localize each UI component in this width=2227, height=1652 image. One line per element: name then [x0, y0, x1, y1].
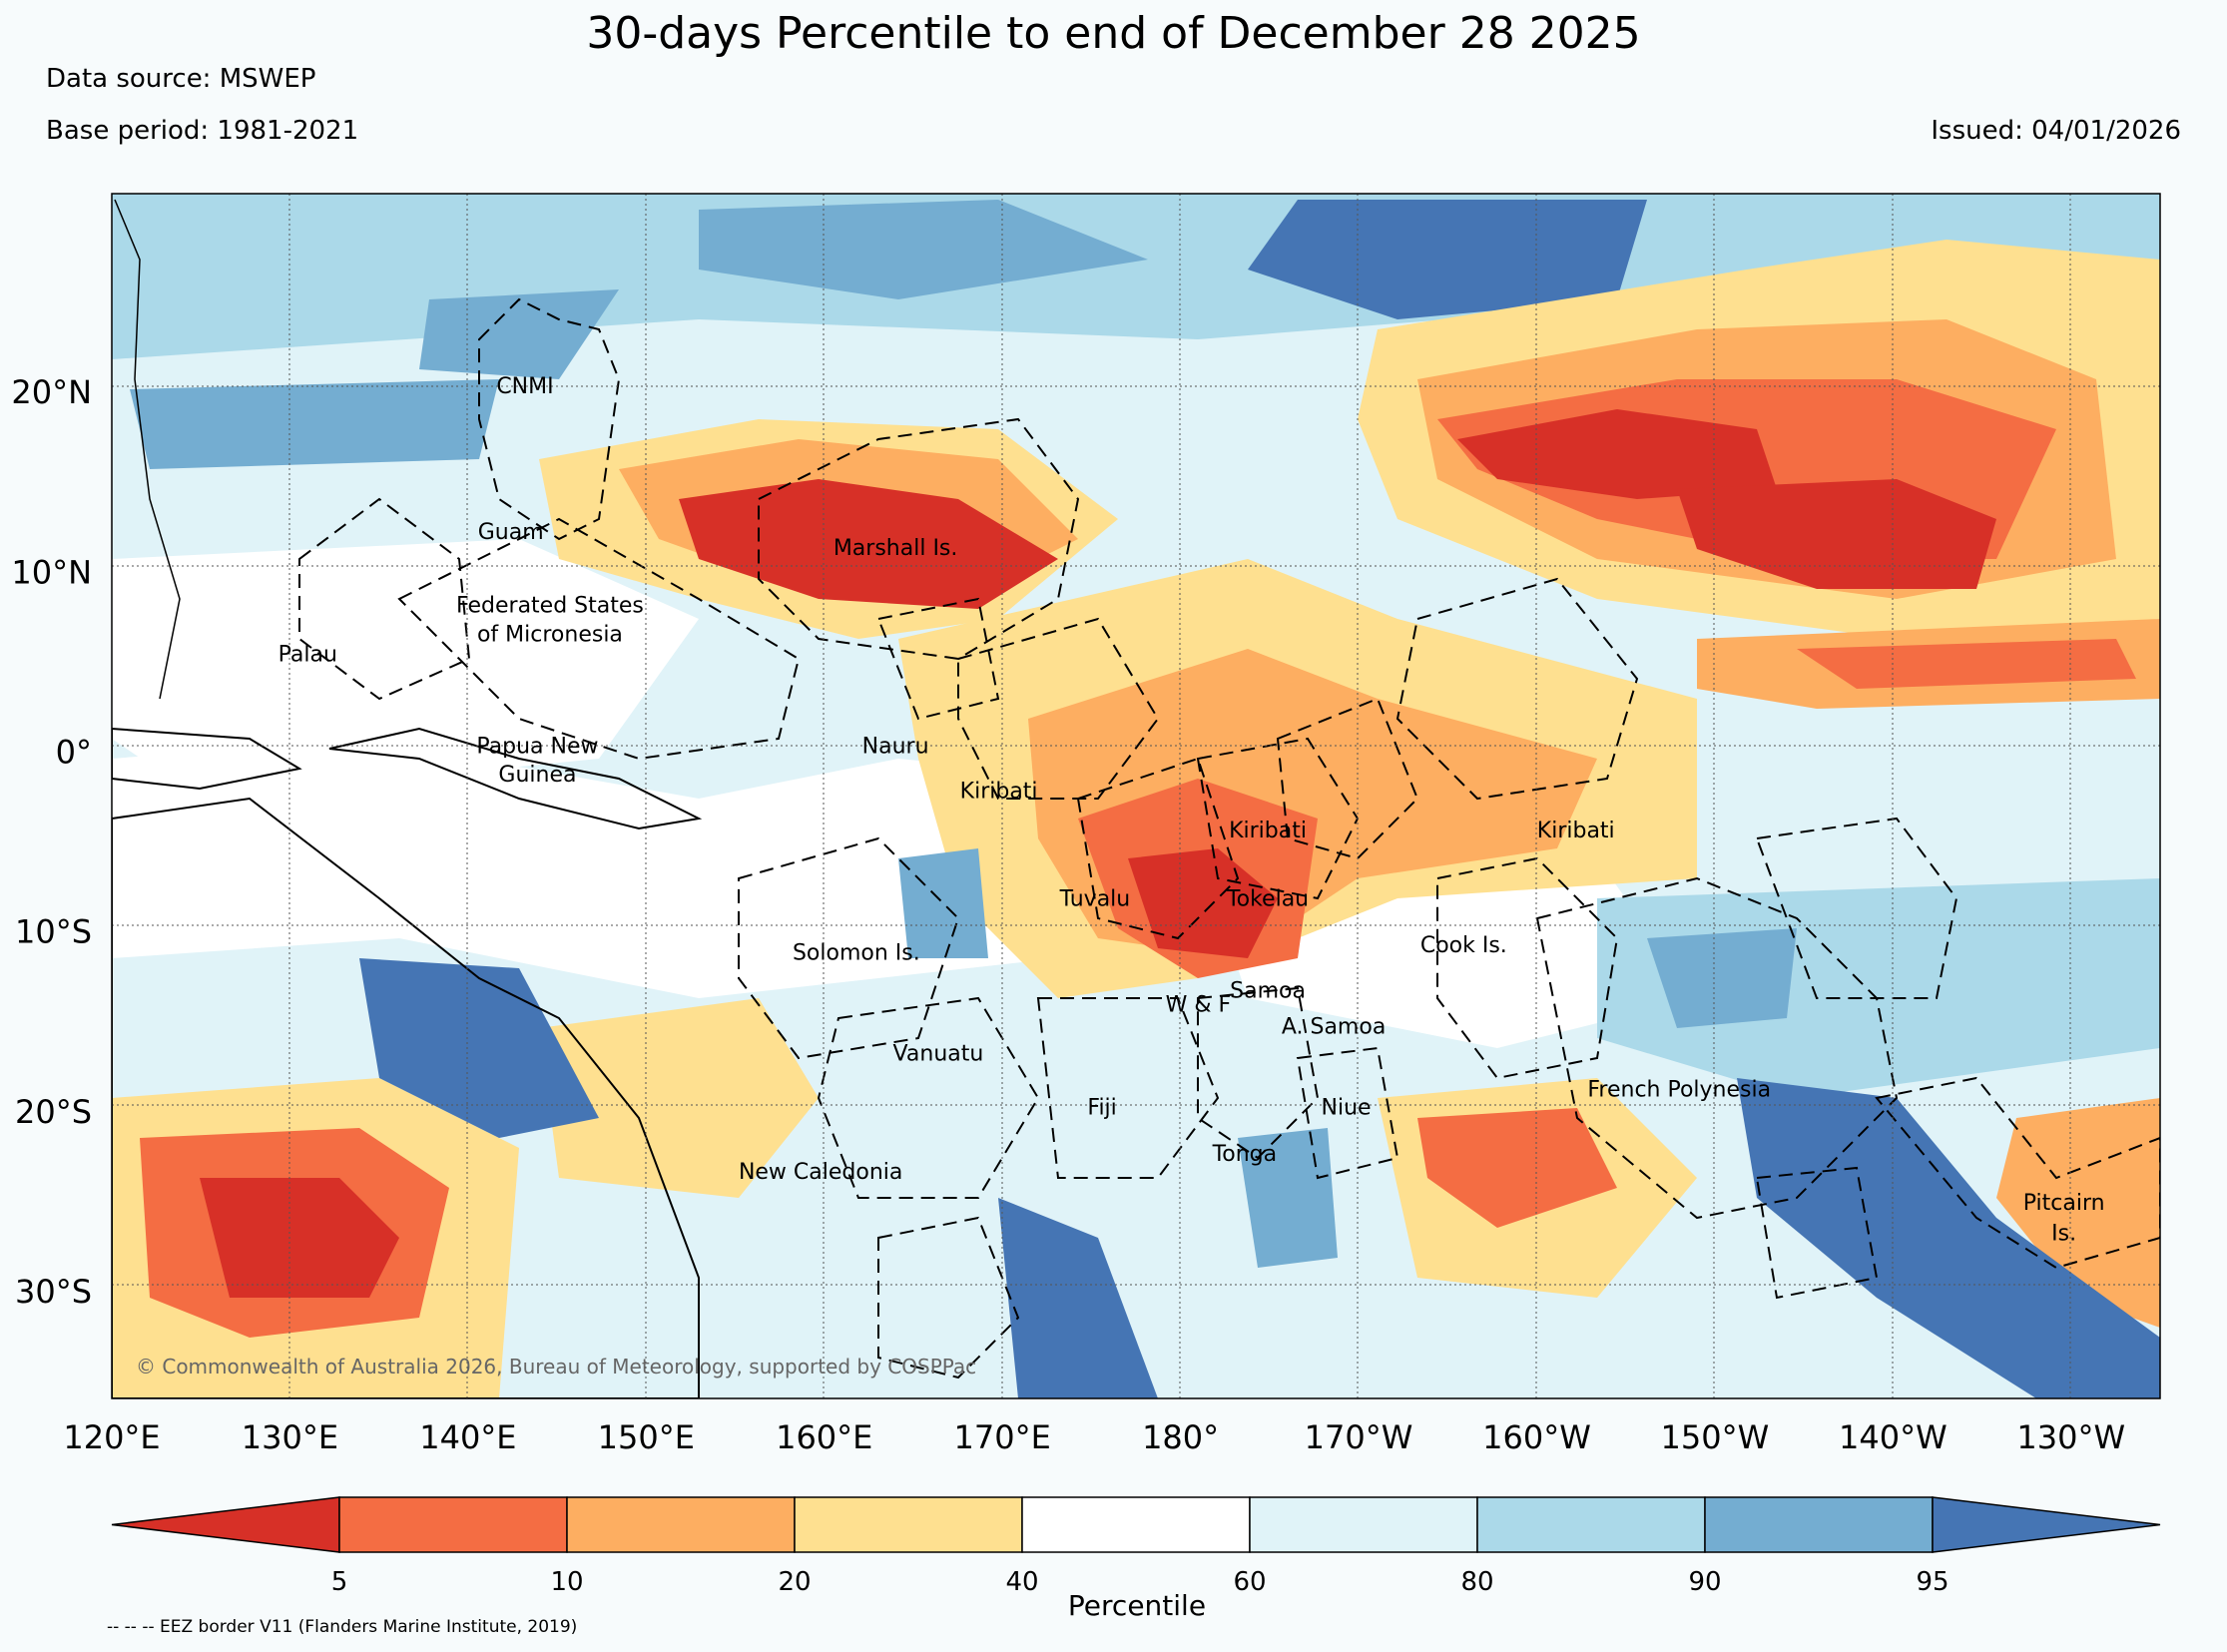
data-source-label: Data source: MSWEP [46, 64, 316, 94]
place-labels: CNMI Guam Marshall Is. Federated States of M… [278, 374, 2105, 1247]
colorbar-segment [1476, 1496, 1706, 1553]
eez-footnote: -- -- -- EEZ border V11 (Flanders Marine… [107, 1617, 578, 1637]
issued-date-label: Issued: 04/01/2026 [1931, 116, 2181, 146]
place-label: Fiji [1087, 1095, 1116, 1120]
place-label: Kiribati [1229, 819, 1307, 843]
lat-tick-label: 20°S [15, 1093, 92, 1131]
colorbar-segment [338, 1496, 568, 1553]
colorbar-segment [566, 1496, 796, 1553]
place-label: Marshall Is. [834, 536, 958, 561]
place-label: Tokelau [1226, 886, 1309, 911]
place-label: Is. [2051, 1221, 2076, 1246]
copyright-notice: © Commonwealth of Australia 2026, Bureau… [136, 1355, 976, 1378]
place-label: Papua New [476, 734, 598, 759]
place-label: Tuvalu [1059, 886, 1131, 911]
lon-tick-label: 130°W [2016, 1418, 2125, 1456]
place-label: French Polynesia [1587, 1077, 1771, 1102]
map-title: 30-days Percentile to end of December 28… [586, 8, 1641, 59]
place-label: Solomon Is. [793, 940, 920, 965]
lon-tick-label: 150°W [1661, 1418, 1770, 1456]
lat-tick-label: 20°N [11, 373, 92, 411]
map-frame [111, 193, 2161, 1399]
place-label: CNMI [496, 374, 553, 399]
place-label: Samoa [1230, 978, 1306, 1003]
colorbar-segment [1249, 1496, 1478, 1553]
place-label: A. Samoa [1282, 1014, 1386, 1039]
colorbar-tick-label: 40 [1005, 1567, 1038, 1597]
place-label: Guam [478, 520, 544, 545]
latitude-axis: 20°N 10°N 0° 10°S 20°S 30°S [11, 373, 92, 1311]
lon-tick-label: 150°E [598, 1418, 695, 1456]
place-label: Niue [1322, 1095, 1372, 1120]
lon-tick-label: 120°E [63, 1418, 160, 1456]
colorbar-tick-label: 5 [331, 1567, 348, 1597]
place-label: Palau [278, 642, 337, 667]
colorbar-tick-label: 90 [1688, 1567, 1721, 1597]
lon-tick-label: 170°W [1305, 1418, 1413, 1456]
place-label: Vanuatu [893, 1041, 984, 1066]
lon-tick-label: 160°E [776, 1418, 872, 1456]
place-label: Nauru [862, 734, 929, 759]
colorbar-tick-label: 80 [1460, 1567, 1493, 1597]
lon-tick-label: 130°E [242, 1418, 338, 1456]
lat-tick-label: 10°N [11, 553, 92, 591]
place-label: Kiribati [1537, 819, 1615, 843]
colorbar-label: Percentile [1068, 1589, 1206, 1622]
place-label: of Micronesia [477, 623, 623, 648]
place-label: Guinea [498, 763, 576, 788]
lon-tick-label: 140°E [419, 1418, 516, 1456]
map-gridlines [112, 194, 2160, 1398]
lat-tick-label: 30°S [15, 1273, 92, 1311]
colorbar-tick-label: 20 [778, 1567, 811, 1597]
eez-borders [298, 297, 2160, 1379]
colorbar-tick-label: 60 [1233, 1567, 1266, 1597]
place-label: New Caledonia [739, 1160, 902, 1185]
colorbar: 5 10 20 40 60 80 90 95 [111, 1496, 2161, 1597]
precipitation-field [112, 194, 2160, 1398]
lon-tick-label: 180° [1142, 1418, 1219, 1456]
colorbar-segment [1021, 1496, 1251, 1553]
place-label: Federated States [456, 594, 644, 619]
longitude-axis: 120°E 130°E 140°E 150°E 160°E 170°E 180° 170°W 1… [63, 1418, 2125, 1456]
colorbar-tick-label: 10 [550, 1567, 583, 1597]
place-label: Kiribati [960, 779, 1038, 804]
colorbar-segment [1704, 1496, 1934, 1553]
lon-tick-label: 170°E [954, 1418, 1051, 1456]
colorbar-tick-label: 95 [1916, 1567, 1949, 1597]
base-period-label: Base period: 1981-2021 [46, 116, 359, 146]
place-label: Cook Is. [1420, 933, 1507, 958]
colorbar-lower-extension [111, 1496, 340, 1553]
lat-tick-label: 0° [56, 733, 92, 771]
colorbar-segment [794, 1496, 1023, 1553]
colorbar-upper-extension [1932, 1496, 2161, 1553]
place-label: Pitcairn [2023, 1191, 2105, 1216]
lon-tick-label: 160°W [1482, 1418, 1591, 1456]
place-label: Tonga [1212, 1142, 1278, 1167]
place-label: W & F [1166, 993, 1232, 1018]
lon-tick-label: 140°W [1839, 1418, 1948, 1456]
lat-tick-label: 10°S [15, 913, 92, 951]
